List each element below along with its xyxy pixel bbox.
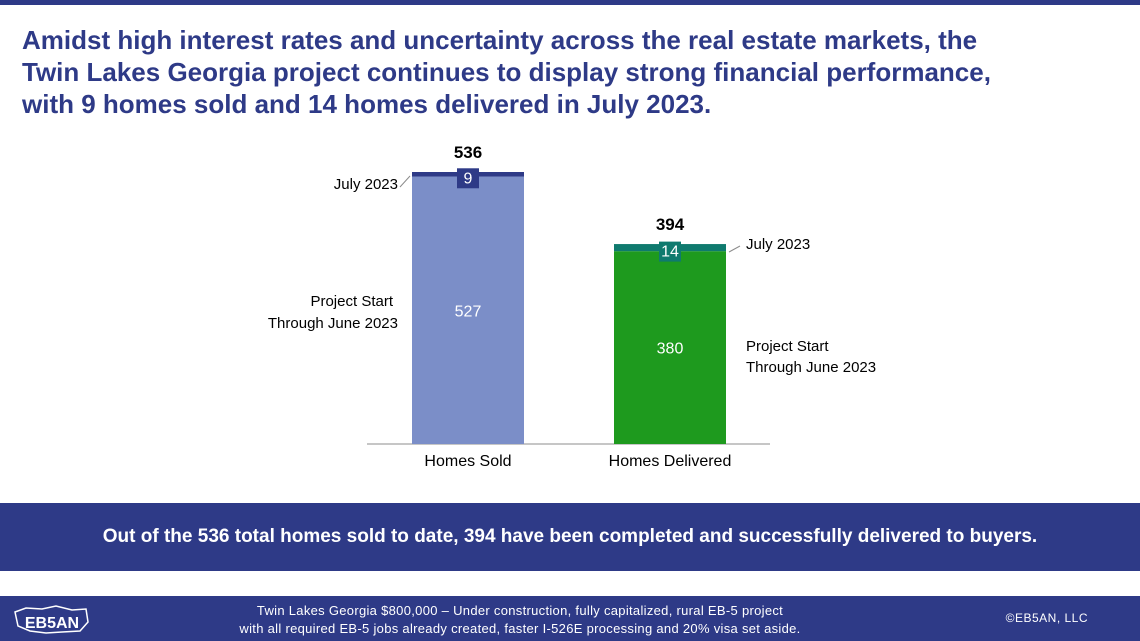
annotation-project-start: Project Start <box>746 338 829 355</box>
logo-text: EB5AN <box>25 615 79 632</box>
data-label-july: 9 <box>464 170 473 187</box>
headline: Amidst high interest rates and uncertain… <box>22 24 1122 120</box>
copyright: ©EB5AN, LLC <box>1005 611 1088 625</box>
data-label-july: 14 <box>661 244 679 261</box>
annotation-project-start: Through June 2023 <box>746 359 876 376</box>
data-label-box-july <box>457 168 479 189</box>
eb5an-logo: EB5AN <box>14 605 89 634</box>
total-label: 394 <box>656 215 685 234</box>
annotation-leader-line <box>399 175 411 188</box>
footer-description: Twin Lakes Georgia $800,000 – Under cons… <box>130 602 910 638</box>
footer-line: with all required EB-5 jobs already crea… <box>239 621 801 636</box>
annotation-leader-line <box>728 245 741 253</box>
data-label-box-july <box>659 241 681 262</box>
annotation-project-start: Project Start <box>310 293 393 310</box>
bar-segment-project-start <box>614 251 726 444</box>
headline-line: Twin Lakes Georgia project continues to … <box>22 57 991 87</box>
annotation-july-2023: July 2023 <box>334 176 398 193</box>
data-label-project-start: 527 <box>455 303 482 320</box>
top-rule <box>0 0 1140 5</box>
summary-banner: Out of the 536 total homes sold to date,… <box>0 503 1140 571</box>
category-label: Homes Sold <box>424 453 511 470</box>
bar-segment-project-start <box>412 176 524 444</box>
headline-line: Amidst high interest rates and uncertain… <box>22 25 978 55</box>
footer-bar: EB5AN Twin Lakes Georgia $800,000 – Unde… <box>0 596 1140 641</box>
annotation-project-start: Through June 2023 <box>268 315 398 332</box>
category-label: Homes Delivered <box>609 453 732 470</box>
annotation-july-2023: July 2023 <box>746 236 810 253</box>
headline-line: with 9 homes sold and 14 homes delivered… <box>22 89 712 119</box>
total-label: 536 <box>454 143 482 162</box>
summary-text: Out of the 536 total homes sold to date,… <box>102 526 1038 547</box>
footer-line: Twin Lakes Georgia $800,000 – Under cons… <box>256 603 784 618</box>
stacked-bar-chart: 527 9 536 Homes Sold 380 14 394 Homes Delivered… <box>268 143 876 470</box>
data-label-project-start: 380 <box>657 341 684 358</box>
